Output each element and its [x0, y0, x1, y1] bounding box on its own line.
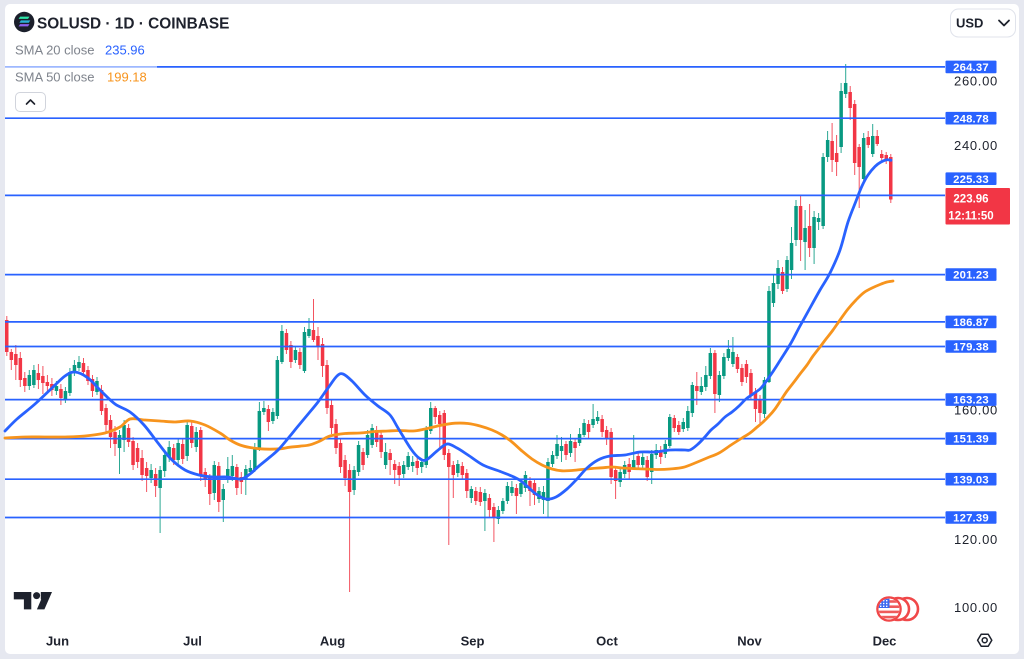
svg-text:264.37: 264.37 [953, 62, 989, 74]
svg-text:151.39: 151.39 [953, 434, 989, 446]
svg-text:248.78: 248.78 [953, 113, 989, 125]
svg-text:225.33: 225.33 [953, 174, 989, 186]
svg-text:163.23: 163.23 [953, 395, 989, 407]
svg-text:SOLUSD · 1D · COINBASE: SOLUSD · 1D · COINBASE [37, 16, 229, 33]
svg-text:120.00: 120.00 [954, 532, 998, 547]
svg-text:201.23: 201.23 [953, 270, 989, 282]
svg-text:260.00: 260.00 [954, 74, 998, 89]
svg-text:Jul: Jul [183, 634, 202, 649]
svg-text:127.39: 127.39 [953, 513, 989, 525]
svg-text:Oct: Oct [596, 634, 618, 649]
svg-text:Dec: Dec [873, 634, 897, 649]
svg-text:179.38: 179.38 [953, 342, 989, 354]
svg-text:139.03: 139.03 [953, 474, 989, 486]
svg-text:160.00: 160.00 [954, 403, 998, 418]
svg-text:Nov: Nov [737, 634, 762, 649]
svg-text:USD: USD [956, 16, 983, 31]
svg-text:SMA 20 close: SMA 20 close [15, 43, 95, 58]
svg-text:Sep: Sep [461, 634, 485, 649]
svg-text:100.00: 100.00 [954, 600, 998, 615]
svg-text:Jun: Jun [46, 634, 69, 649]
svg-text:199.18: 199.18 [107, 70, 147, 85]
svg-text:186.87: 186.87 [953, 317, 989, 329]
svg-text:223.96: 223.96 [953, 194, 988, 206]
svg-text:Aug: Aug [320, 634, 345, 649]
svg-text:240.00: 240.00 [954, 138, 998, 153]
svg-text:SMA 50 close: SMA 50 close [15, 70, 95, 85]
svg-text:235.96: 235.96 [105, 43, 145, 58]
svg-text:12:11:50: 12:11:50 [948, 211, 993, 223]
